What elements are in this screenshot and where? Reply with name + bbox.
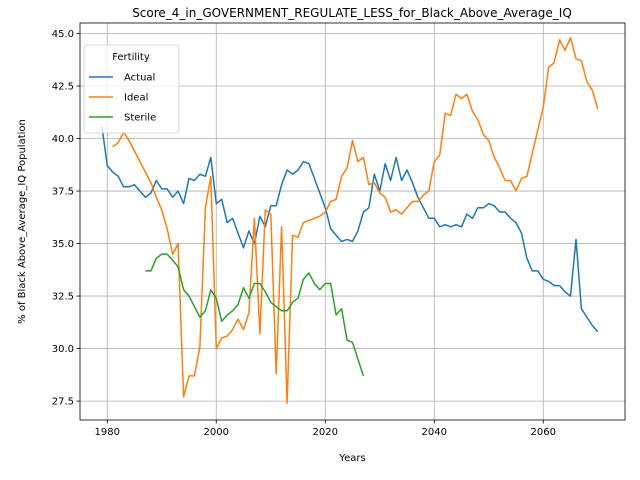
legend-box (83, 44, 180, 134)
y-tick-label: 45.0 (52, 29, 74, 40)
x-tick-label: 1980 (95, 427, 120, 438)
series-line-actual (101, 125, 599, 333)
legend-title: Fertility (112, 52, 150, 63)
x-axis-label: Years (338, 453, 365, 464)
y-axis: 27.5 30.0 32.5 35.0 37.5 40.0 42.5 45.0 (52, 29, 80, 408)
legend: Fertility Actual Ideal Sterile (83, 44, 180, 134)
x-tick-label: 2060 (531, 427, 556, 438)
y-axis-label: % of Black Above_Average_IQ Population (17, 119, 28, 324)
x-tick-label: 2020 (313, 427, 338, 438)
y-tick-label: 32.5 (52, 292, 74, 303)
legend-label-actual: Actual (124, 73, 155, 84)
x-axis: 1980 2000 2020 2040 2060 (95, 420, 556, 438)
series-line-sterile (145, 253, 365, 377)
plot-area-frame (79, 22, 626, 421)
y-tick-label: 30.0 (52, 344, 74, 355)
chart-title: Score_4_in_GOVERNMENT_REGULATE_LESS_for_… (132, 6, 572, 20)
y-tick-label: 27.5 (52, 397, 74, 408)
legend-label-ideal: Ideal (124, 93, 148, 104)
y-tick-label: 35.0 (52, 239, 74, 250)
y-tick-label: 42.5 (52, 82, 74, 93)
series-lines (101, 36, 599, 404)
series-line-ideal (112, 36, 599, 404)
x-tick-label: 2000 (204, 427, 229, 438)
x-tick-label: 2040 (422, 427, 447, 438)
legend-label-sterile: Sterile (124, 113, 156, 124)
y-tick-label: 37.5 (52, 187, 74, 198)
y-tick-label: 40.0 (52, 134, 74, 145)
